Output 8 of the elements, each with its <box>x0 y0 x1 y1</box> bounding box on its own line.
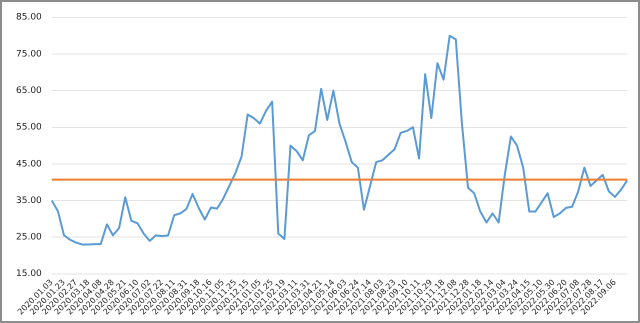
y-tick-label: 35.00 <box>16 196 42 206</box>
y-tick-label: 85.00 <box>16 12 42 23</box>
y-tick-label: 65.00 <box>16 86 42 96</box>
y-tick-label: 55.00 <box>16 122 42 133</box>
y-tick-label: 15.00 <box>16 269 42 280</box>
y-tick-label: 45.00 <box>16 159 42 170</box>
y-tick-label: 75.00 <box>16 49 42 60</box>
y-tick-label: 25.00 <box>16 232 42 243</box>
